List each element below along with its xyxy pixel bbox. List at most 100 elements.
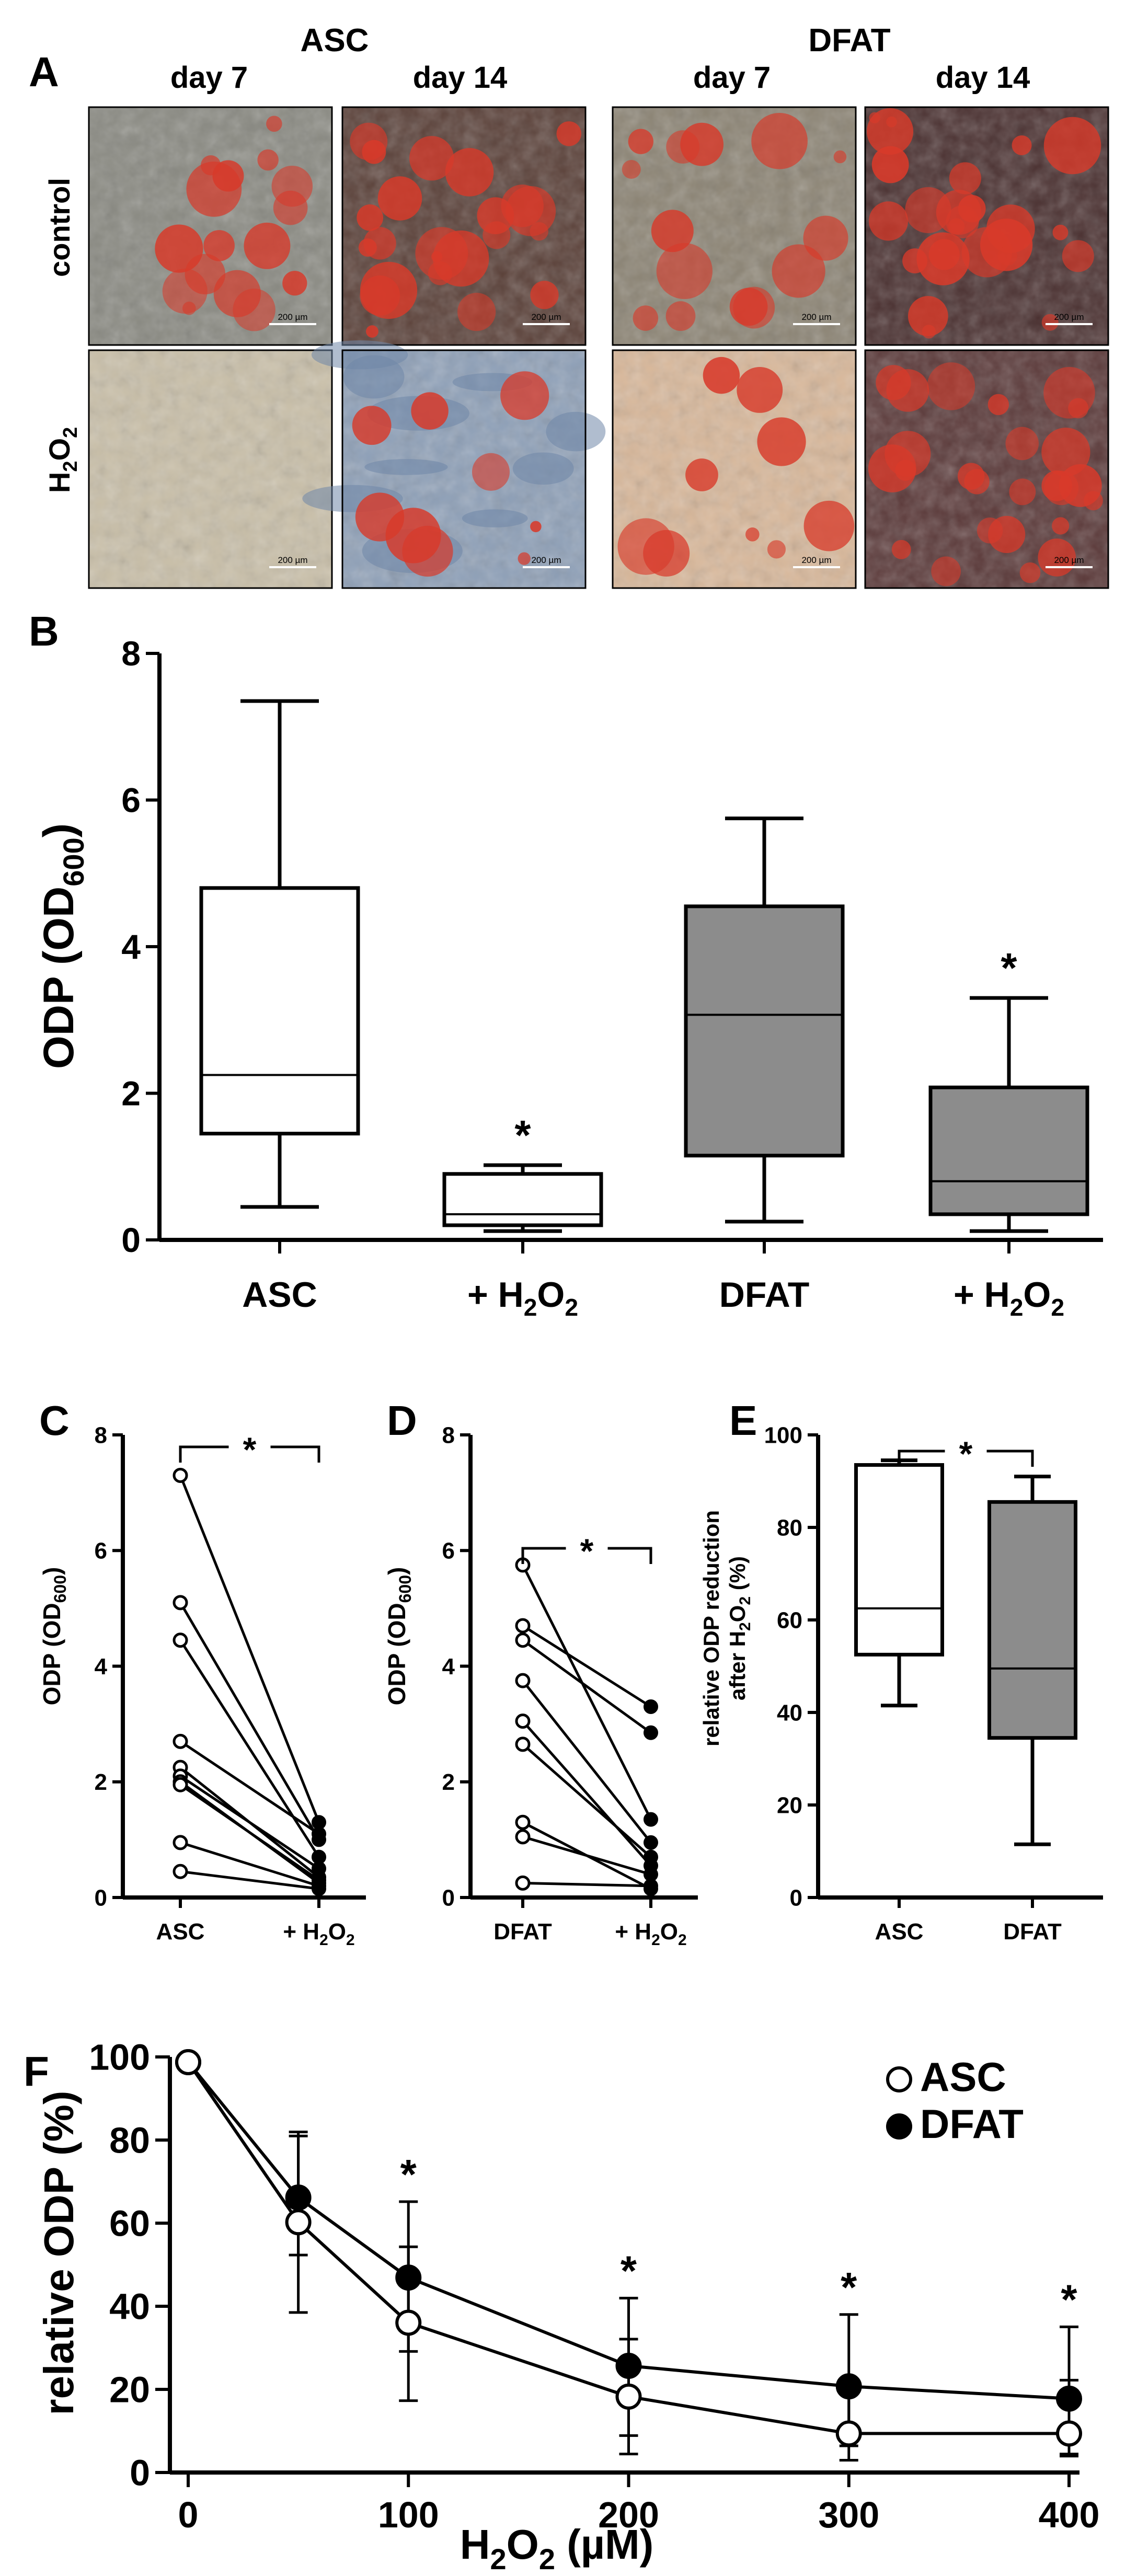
f-point-asc	[1056, 2420, 1082, 2447]
stain-spot-red	[185, 254, 226, 295]
stain-spot-red	[651, 210, 694, 252]
stain-spot-red	[803, 215, 848, 261]
stain-spot-red	[402, 525, 453, 577]
stain-spot-red	[964, 469, 990, 494]
stain-spot-red	[1052, 517, 1070, 535]
stain-spot-red	[411, 392, 449, 430]
stain-spot-red	[868, 201, 909, 241]
f-x-tick-label: 0	[178, 2494, 199, 2535]
d-point-before	[515, 1829, 531, 1845]
stain-spot-red	[871, 146, 909, 183]
f-legend-label-dfat: DFAT	[920, 2101, 1024, 2147]
stain-spot-blue	[343, 355, 405, 399]
c-pair-line	[179, 1475, 320, 1823]
stain-spot-red	[961, 227, 1013, 278]
stain-spot-red	[1019, 562, 1041, 583]
f-point-asc	[395, 2309, 422, 2336]
stain-spot-red	[445, 148, 494, 197]
f-y-tick-label: 60	[109, 2203, 150, 2244]
stain-spot-red	[665, 301, 696, 331]
c-y-tick-label: 4	[95, 1654, 108, 1680]
stain-spot-red	[233, 289, 275, 331]
c-significance-star: *	[243, 1430, 257, 1469]
stain-spot-red	[977, 518, 1003, 544]
e-y-axis-label-line1: relative ODP reduction	[699, 1510, 723, 1746]
d-y-axis-label: ODP (OD600)	[383, 1567, 415, 1706]
b-box	[684, 904, 845, 1158]
b-significance-star: *	[514, 1112, 531, 1158]
c-y-axis-label: ODP (OD600)	[38, 1567, 70, 1706]
micrograph: 200 µm	[612, 349, 857, 589]
d-pair-line	[522, 1624, 652, 1708]
stain-spot-red	[666, 130, 700, 164]
stain-spot-red	[282, 271, 307, 296]
e-y-tick-label: 60	[777, 1607, 802, 1633]
c-y-tick-label: 2	[95, 1769, 107, 1795]
stain-spot-red	[483, 221, 511, 249]
stain-spot-red	[357, 204, 384, 231]
stain-spot-red	[358, 238, 377, 257]
c-point-after	[312, 1881, 326, 1896]
d-point-after	[644, 1725, 658, 1740]
f-y-tick-label: 20	[109, 2370, 150, 2410]
f-significance-star: *	[1061, 2276, 1077, 2322]
stain-spot-red	[833, 150, 847, 164]
micrograph: 200 µm	[341, 106, 587, 346]
stain-spot-red	[362, 140, 386, 164]
e-bracket-gap	[945, 1445, 987, 1457]
d-point-before	[515, 1875, 531, 1891]
c-pair-line	[179, 1602, 320, 1841]
stain-spot-red	[355, 492, 405, 542]
scale-bar-label: 200 µm	[531, 555, 561, 565]
e-box	[987, 1500, 1077, 1740]
b-y-tick-label: 6	[121, 781, 141, 820]
stain-spot-red	[737, 367, 783, 413]
f-x-axis-label: H2O2 (µM)	[460, 2521, 654, 2575]
b-x-tick-label: + H2O2	[467, 1275, 578, 1321]
group-label-asc: ASC	[301, 22, 369, 59]
stain-spot-blue	[364, 459, 448, 475]
scale-bar-label: 200 µm	[531, 312, 561, 322]
scale-bar-label: 200 µm	[801, 555, 831, 565]
stain-spot-blue	[512, 452, 574, 485]
stain-spot-red	[803, 500, 855, 551]
f-point-asc	[615, 2383, 642, 2410]
stain-spot-red	[633, 305, 659, 331]
stain-spot-red	[745, 527, 760, 542]
f-legend-marker-dfat	[886, 2113, 912, 2140]
e-y-tick-label: 0	[790, 1885, 802, 1911]
c-pair-line	[180, 1870, 319, 1890]
c-point-before	[173, 1777, 188, 1792]
panel-c: C ODP (OD600) 0 2 4 6 8 ASC + H2O2 *	[38, 1397, 366, 1949]
d-point-before	[515, 1736, 531, 1752]
stain-spot-red	[266, 116, 282, 132]
d-y-tick-label: 8	[442, 1422, 455, 1448]
c-x-tick-label: + H2O2	[283, 1919, 354, 1949]
c-y-tick-label: 8	[95, 1422, 107, 1448]
b-x-tick-label: ASC	[242, 1275, 317, 1315]
stain-spot-red	[244, 222, 291, 269]
stain-spot-red	[182, 302, 196, 315]
e-y-tick-label: 40	[777, 1700, 802, 1726]
d-significance-star: *	[580, 1532, 594, 1570]
stain-spot-red	[876, 365, 911, 400]
stain-spot-red	[1043, 366, 1095, 419]
b-y-tick-label: 2	[121, 1074, 141, 1113]
micrograph: 200 µm	[88, 349, 333, 589]
stain-spot-red	[257, 149, 279, 171]
micrograph: 200 µm	[864, 349, 1109, 589]
group-label-dfat: DFAT	[808, 22, 890, 59]
c-point-before	[173, 1864, 188, 1879]
panel-label-b: B	[29, 608, 59, 654]
stain-spot-red	[1005, 427, 1039, 461]
micrograph: 200 µm	[302, 340, 606, 589]
c-pair-line	[179, 1784, 320, 1881]
stain-spot-blue	[546, 411, 606, 452]
stain-spot-red	[869, 112, 880, 123]
column-label-dfat-day14: day 14	[936, 61, 1030, 95]
d-point-after	[644, 1878, 658, 1893]
stain-spot-red	[556, 121, 582, 146]
d-point-before	[515, 1618, 531, 1634]
f-point-asc	[285, 2209, 312, 2236]
c-pair-line	[179, 1740, 320, 1835]
